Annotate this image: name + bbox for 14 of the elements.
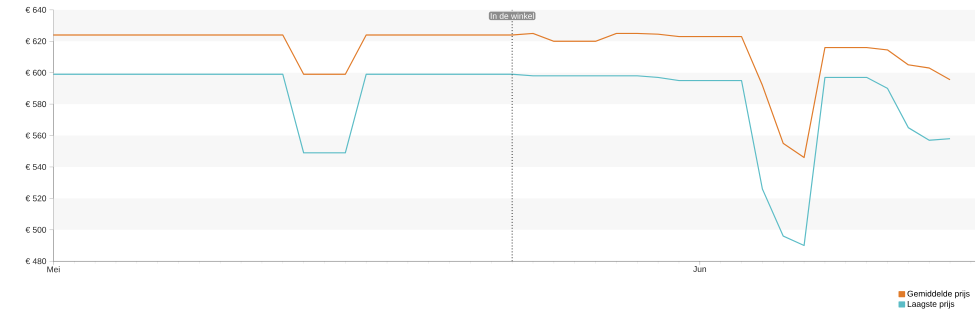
legend-label: Gemiddelde prijs — [908, 290, 970, 298]
y-tick-label: € 640 — [26, 6, 46, 13]
y-tick-label: € 540 — [26, 164, 46, 170]
y-tick-label: € 620 — [26, 38, 46, 44]
y-tick-label: € 560 — [26, 132, 46, 138]
legend-label: Laagste prijs — [908, 300, 954, 308]
annotation: In de winkel — [490, 12, 534, 19]
y-tick-label: € 600 — [26, 70, 46, 76]
y-tick-label: € 520 — [26, 195, 46, 202]
y-tick-label: € 480 — [26, 258, 46, 264]
x-tick-label: Mei — [47, 266, 60, 272]
y-tick-label: € 580 — [26, 100, 46, 107]
x-tick-label: Jun — [693, 266, 706, 272]
y-tick-label: € 500 — [26, 226, 46, 233]
